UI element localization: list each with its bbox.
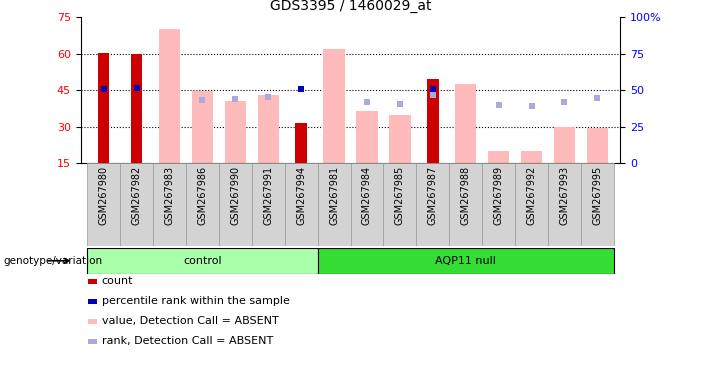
Text: count: count [102, 276, 133, 286]
Bar [455, 84, 477, 163]
Text: GSM267983: GSM267983 [165, 166, 175, 225]
Bar [191, 91, 213, 163]
FancyBboxPatch shape [383, 163, 416, 246]
FancyBboxPatch shape [219, 163, 252, 246]
FancyBboxPatch shape [153, 163, 186, 246]
FancyBboxPatch shape [515, 163, 548, 246]
Bar [521, 151, 542, 163]
Text: percentile rank within the sample: percentile rank within the sample [102, 296, 290, 306]
Bar [224, 101, 246, 163]
Title: GDS3395 / 1460029_at: GDS3395 / 1460029_at [270, 0, 431, 13]
Bar [323, 49, 345, 163]
Bar [159, 30, 180, 163]
FancyBboxPatch shape [449, 163, 482, 246]
FancyBboxPatch shape [252, 163, 285, 246]
Bar [257, 95, 279, 163]
Text: GSM267993: GSM267993 [559, 166, 569, 225]
Text: GSM267989: GSM267989 [494, 166, 503, 225]
Bar [554, 127, 575, 163]
Bar [389, 114, 411, 163]
FancyBboxPatch shape [87, 248, 318, 274]
FancyBboxPatch shape [186, 163, 219, 246]
Bar [98, 53, 109, 163]
Text: GSM267991: GSM267991 [263, 166, 273, 225]
Text: control: control [183, 256, 222, 266]
Text: GSM267981: GSM267981 [329, 166, 339, 225]
Bar [587, 128, 608, 163]
FancyBboxPatch shape [318, 163, 350, 246]
Text: GSM267990: GSM267990 [231, 166, 240, 225]
Text: GSM267995: GSM267995 [592, 166, 602, 225]
Text: GSM267985: GSM267985 [395, 166, 405, 225]
Bar [488, 151, 510, 163]
Text: GSM267982: GSM267982 [132, 166, 142, 225]
Text: rank, Detection Call = ABSENT: rank, Detection Call = ABSENT [102, 336, 273, 346]
FancyBboxPatch shape [581, 163, 614, 246]
Bar [356, 111, 378, 163]
FancyBboxPatch shape [548, 163, 581, 246]
Text: value, Detection Call = ABSENT: value, Detection Call = ABSENT [102, 316, 278, 326]
Text: GSM267988: GSM267988 [461, 166, 470, 225]
Text: GSM267987: GSM267987 [428, 166, 438, 225]
Text: GSM267984: GSM267984 [362, 166, 372, 225]
FancyBboxPatch shape [285, 163, 318, 246]
Text: GSM267992: GSM267992 [526, 166, 536, 225]
FancyBboxPatch shape [350, 163, 383, 246]
Bar [131, 54, 142, 163]
FancyBboxPatch shape [318, 248, 614, 274]
FancyBboxPatch shape [120, 163, 153, 246]
FancyBboxPatch shape [87, 163, 120, 246]
Bar [427, 79, 439, 163]
FancyBboxPatch shape [416, 163, 449, 246]
Text: GSM267980: GSM267980 [99, 166, 109, 225]
Bar [295, 123, 307, 163]
Text: AQP11 null: AQP11 null [435, 256, 496, 266]
Text: genotype/variation: genotype/variation [4, 256, 102, 266]
FancyBboxPatch shape [482, 163, 515, 246]
Text: GSM267986: GSM267986 [198, 166, 207, 225]
Text: GSM267994: GSM267994 [296, 166, 306, 225]
